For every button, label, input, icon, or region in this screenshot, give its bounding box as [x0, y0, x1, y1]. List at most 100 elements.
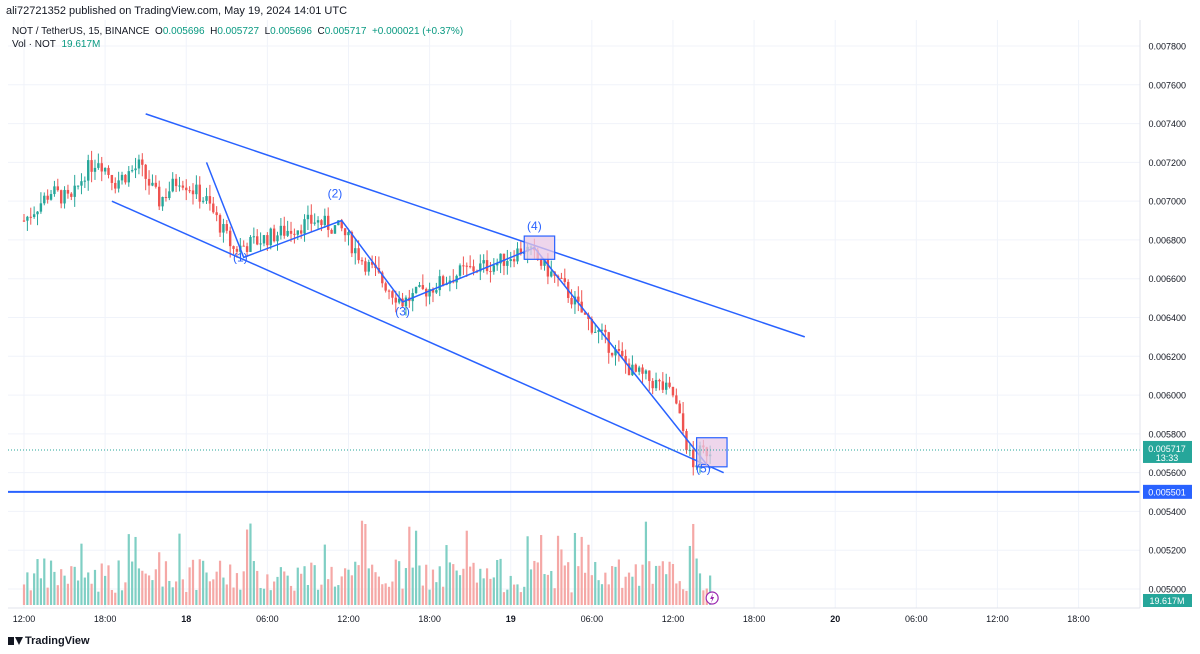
volume-bar — [33, 573, 36, 605]
volume-bar — [654, 565, 658, 605]
volume-bar — [445, 545, 448, 605]
volume-bar — [198, 559, 201, 605]
volume-bar — [181, 579, 184, 605]
candle-body — [181, 185, 185, 188]
volume-bar — [191, 559, 195, 605]
channel-lower-line[interactable] — [111, 200, 724, 474]
volume-bar — [229, 564, 232, 605]
volume-bar — [131, 561, 134, 605]
open-label: O — [155, 26, 163, 37]
drawings[interactable]: (1) (2) (3) (4) (5) — [8, 113, 1140, 605]
candle-body — [212, 203, 215, 213]
volume-bar — [80, 543, 83, 605]
candle-body — [228, 230, 232, 247]
candle-body — [22, 220, 26, 222]
volume-bar — [73, 566, 76, 605]
volume-bar — [590, 575, 593, 605]
tradingview-logo[interactable]: TradingView — [8, 635, 90, 647]
elliott-wave-line[interactable] — [205, 162, 711, 470]
candle-body — [607, 332, 610, 353]
tradingview-brand-text: TradingView — [25, 635, 90, 647]
time-axis[interactable]: 12:00 18:00 18 06:00 12:00 18:00 19 06:00 12:00 1… — [8, 607, 1140, 624]
x-tick-label: 12:00 — [13, 614, 36, 624]
candle-body — [259, 243, 262, 245]
volume-bar — [39, 578, 42, 605]
volume-bar — [604, 572, 607, 605]
support-price-tag — [1143, 484, 1192, 499]
candle-body — [330, 229, 333, 234]
volume-bar — [371, 564, 374, 605]
volume-bar — [435, 582, 438, 605]
volume-bar — [624, 576, 627, 605]
candle-body — [539, 259, 543, 266]
volume-bar — [597, 580, 600, 605]
candle-body — [428, 288, 431, 297]
volume-bar — [533, 560, 536, 605]
candle-body — [205, 196, 208, 201]
candle-body — [489, 271, 492, 273]
volume-legend: Vol · NOT 19.617M — [12, 38, 463, 51]
candle-body — [114, 182, 117, 189]
volume-bar — [638, 585, 641, 605]
candle-body — [637, 367, 641, 372]
volume-bar — [529, 569, 533, 605]
candle-body — [208, 196, 212, 204]
volume-bar — [428, 589, 431, 605]
volume-bar — [414, 530, 418, 605]
volume-bar — [293, 590, 296, 605]
volume-bar — [702, 590, 705, 605]
candle-body — [117, 180, 120, 189]
highlight-box[interactable] — [696, 437, 728, 468]
channel-upper-line[interactable] — [145, 113, 806, 338]
candle-body — [29, 216, 32, 218]
candle-body — [414, 286, 418, 294]
y-tick-label: 0.006000 — [1148, 391, 1186, 401]
candle-body — [641, 367, 644, 374]
volume-bar — [644, 521, 648, 605]
volume-bar — [384, 583, 387, 605]
candle-body — [458, 265, 462, 276]
symbol-label[interactable]: NOT / TetherUS, 15, BINANCE — [12, 26, 150, 37]
candle-body — [316, 220, 320, 223]
volume-bar — [452, 564, 455, 605]
price-axis[interactable]: 0.007800 0.007600 0.007400 0.007200 0.007000… — [1139, 20, 1192, 608]
candle-body — [252, 236, 256, 238]
highlight-box[interactable] — [523, 235, 556, 260]
volume-bar — [225, 584, 228, 605]
candle-body — [36, 211, 39, 215]
volume-bar — [709, 575, 712, 605]
volume-bar — [678, 581, 681, 605]
x-tick-label: 19 — [506, 614, 516, 624]
x-tick-label: 18:00 — [94, 614, 117, 624]
last-price-tag — [1143, 440, 1192, 463]
candle-body — [188, 190, 191, 192]
candle-body — [90, 160, 93, 172]
open-value: 0.005696 — [162, 26, 205, 37]
volume-label[interactable]: Vol · NOT — [12, 39, 56, 50]
candle-body — [59, 190, 63, 204]
candle-body — [320, 220, 323, 226]
volume-bar — [661, 561, 664, 605]
volume-bar — [479, 568, 482, 605]
y-tick-label: 0.007000 — [1148, 197, 1186, 207]
candle-body — [289, 230, 293, 234]
volume-bar — [235, 573, 239, 605]
candle-body — [675, 395, 678, 404]
candle-body — [492, 265, 496, 272]
candle-body — [506, 261, 509, 266]
candle-body — [137, 159, 141, 169]
volume-bar — [698, 573, 702, 605]
volume-bar — [350, 575, 353, 605]
volume-bar — [53, 571, 56, 605]
candle-body — [583, 312, 587, 315]
y-tick-label: 0.005600 — [1148, 468, 1186, 478]
candle-body — [161, 197, 164, 207]
candle-body — [303, 219, 306, 234]
volume-bar — [222, 577, 225, 605]
candle-body — [685, 431, 688, 451]
volume-bar — [513, 584, 516, 605]
candle-body — [614, 348, 617, 356]
volume-bar — [232, 587, 235, 605]
candle-body — [97, 163, 100, 168]
